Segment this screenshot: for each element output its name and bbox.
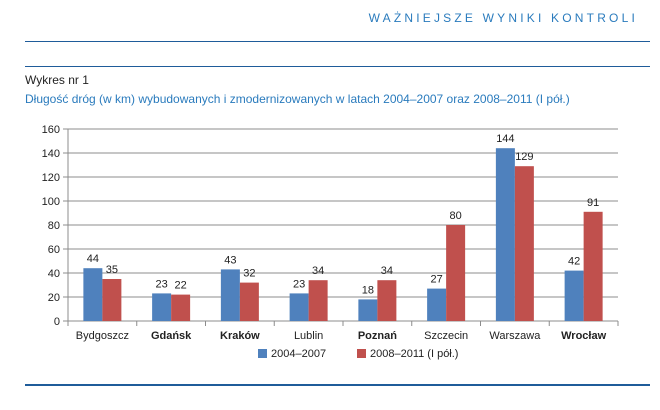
bar-series-1 <box>152 293 172 321</box>
data-label: 91 <box>587 197 599 209</box>
y-tick-label: 0 <box>54 316 60 328</box>
axes: 0 20 40 60 80 100 120 140 160 Bydgoszcz Gdańsk Krak… <box>42 124 619 342</box>
y-tick-label: 40 <box>48 268 60 280</box>
data-label: 42 <box>568 256 580 268</box>
legend-label: 2004–2007 <box>271 348 326 360</box>
data-label: 80 <box>450 210 462 222</box>
data-label: 34 <box>381 265 393 277</box>
bar-series-2 <box>446 225 466 321</box>
bar-series-2 <box>308 280 328 321</box>
x-tick-label: Warszawa <box>489 330 541 342</box>
legend-swatch <box>357 349 366 358</box>
bar-series-2 <box>239 282 259 321</box>
figure-title: Długość dróg (w km) wybudowanych i zmode… <box>25 92 570 106</box>
data-label: 44 <box>87 253 99 265</box>
title-rule <box>25 66 650 67</box>
bar-series-1 <box>83 268 103 321</box>
header-rule <box>25 41 650 42</box>
bar-series-1 <box>427 288 447 321</box>
data-label: 27 <box>431 274 443 286</box>
bar-series-1 <box>495 148 515 321</box>
x-tick-label: Lublin <box>294 330 323 342</box>
bar-series-2 <box>377 280 397 321</box>
data-label: 43 <box>224 254 236 266</box>
data-label: 34 <box>312 265 324 277</box>
legend: 2004–2007 2008–2011 (I pół.) <box>258 348 458 360</box>
figure-label: Wykres nr 1 <box>25 73 89 87</box>
y-tick-label: 140 <box>42 148 60 160</box>
bar-series-2 <box>102 279 122 321</box>
data-label: 23 <box>293 278 305 290</box>
y-tick-label: 80 <box>48 220 60 232</box>
bar-series-1 <box>289 293 309 321</box>
x-tick-label: Poznań <box>358 330 397 342</box>
bar-series-2 <box>514 166 534 321</box>
data-label: 22 <box>175 280 187 292</box>
x-tick-label: Kraków <box>220 330 260 342</box>
data-labels: 44 23 43 23 18 27 144 42 35 22 32 34 34 80 129 91 <box>87 133 600 296</box>
legend-label: 2008–2011 (I pół.) <box>370 348 458 360</box>
section-title: WAŻNIEJSZE WYNIKI KONTROLI <box>368 11 638 25</box>
bar-series-2 <box>583 211 603 321</box>
data-label: 35 <box>106 264 118 276</box>
y-tick-label: 120 <box>42 172 60 184</box>
grid-lines <box>68 128 618 298</box>
data-label: 32 <box>243 268 255 280</box>
bars <box>83 148 603 321</box>
bar-series-1 <box>220 269 240 321</box>
x-tick-label: Szczecin <box>424 330 468 342</box>
x-tick-label: Gdańsk <box>151 330 192 342</box>
y-tick-label: 100 <box>42 196 60 208</box>
legend-swatch <box>258 349 267 358</box>
y-tick-label: 20 <box>48 292 60 304</box>
footer-rule <box>25 384 650 386</box>
bar-series-1 <box>564 270 584 321</box>
data-label: 144 <box>496 133 514 145</box>
y-tick-label: 160 <box>42 124 60 136</box>
bar-series-2 <box>171 294 191 321</box>
data-label: 18 <box>362 284 374 296</box>
y-tick-label: 60 <box>48 244 60 256</box>
bar-series-1 <box>358 299 378 321</box>
data-label: 129 <box>515 151 533 163</box>
data-label: 23 <box>156 278 168 290</box>
x-tick-label: Wrocław <box>561 330 606 342</box>
x-tick-label: Bydgoszcz <box>76 330 129 342</box>
